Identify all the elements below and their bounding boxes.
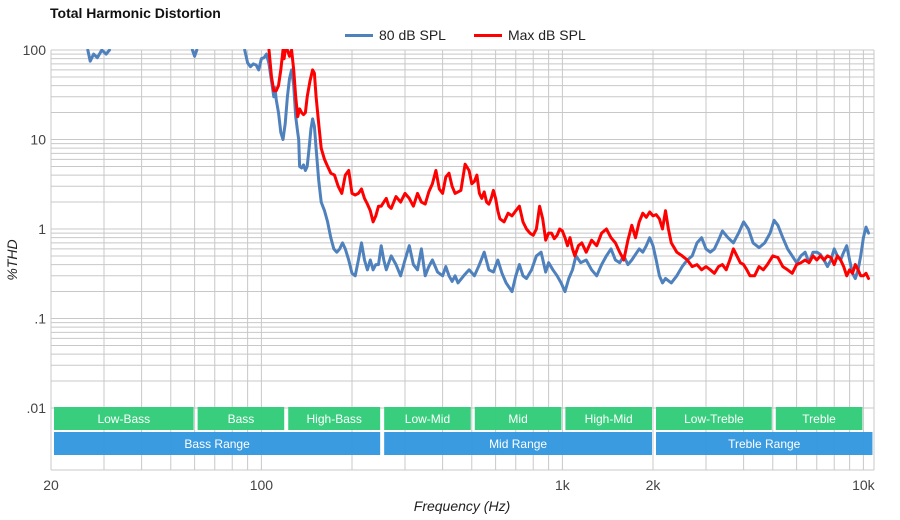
band-label: Treble Range xyxy=(728,437,801,451)
y-tick-label: .1 xyxy=(34,311,46,327)
legend-swatch-80db xyxy=(345,33,373,37)
band-low-treble xyxy=(656,407,772,430)
legend-item-80db[interactable]: 80 dB SPL xyxy=(345,27,446,43)
legend-label-max-db: Max dB SPL xyxy=(507,27,586,43)
band-label: Mid Range xyxy=(489,437,547,451)
legend-label-80db: 80 dB SPL xyxy=(379,27,446,43)
legend-item-max-db[interactable]: Max dB SPL xyxy=(473,27,586,43)
y-tick-label: 1 xyxy=(38,221,46,237)
band-label: Mid xyxy=(508,412,527,426)
band-bass-range xyxy=(54,432,381,455)
band-treble xyxy=(775,407,863,430)
x-tick-label: 100 xyxy=(250,477,274,493)
band-high-bass xyxy=(288,407,381,430)
band-mid xyxy=(474,407,562,430)
x-tick-label: 20 xyxy=(43,477,59,493)
series-lines xyxy=(86,49,870,294)
x-tick-label: 10k xyxy=(852,477,876,493)
x-axis-label: Frequency (Hz) xyxy=(414,498,510,514)
band-label: Low-Bass xyxy=(97,412,150,426)
band-mid-range xyxy=(384,432,652,455)
band-treble-range xyxy=(656,432,873,455)
band-high-mid xyxy=(565,407,652,430)
x-tick-label: 1k xyxy=(555,477,571,493)
y-tick-label: .01 xyxy=(27,400,47,416)
legend-swatch-max-db xyxy=(473,33,502,37)
grid xyxy=(50,49,875,471)
band-label: Low-Mid xyxy=(405,412,450,426)
band-label: Bass Range xyxy=(184,437,250,451)
band-label: Low-Treble xyxy=(684,412,744,426)
band-label: Bass xyxy=(228,412,255,426)
band-bass xyxy=(197,407,285,430)
band-label: High-Mid xyxy=(585,412,633,426)
y-axis-label: %THD xyxy=(4,239,20,280)
x-tick-label: 2k xyxy=(646,477,662,493)
legend: 80 dB SPL Max dB SPL xyxy=(345,27,614,43)
band-label: High-Bass xyxy=(307,412,362,426)
y-tick-label: 100 xyxy=(23,42,47,58)
band-low-mid xyxy=(384,407,471,430)
y-tick-label: 10 xyxy=(30,132,46,148)
frequency-bands: Low-Bass Bass High-Bass Low-Mid Mid High-Mid L… xyxy=(54,407,873,455)
band-label: Treble xyxy=(802,412,836,426)
series-line-max-db-spl xyxy=(267,49,870,280)
band-low-bass xyxy=(54,407,194,430)
series-line-80db-spl xyxy=(86,49,870,294)
axis-ticks: 100 10 1 .1 .01 20 100 1k 2k 10k xyxy=(23,42,876,493)
chart-title: Total Harmonic Distortion xyxy=(50,5,221,21)
